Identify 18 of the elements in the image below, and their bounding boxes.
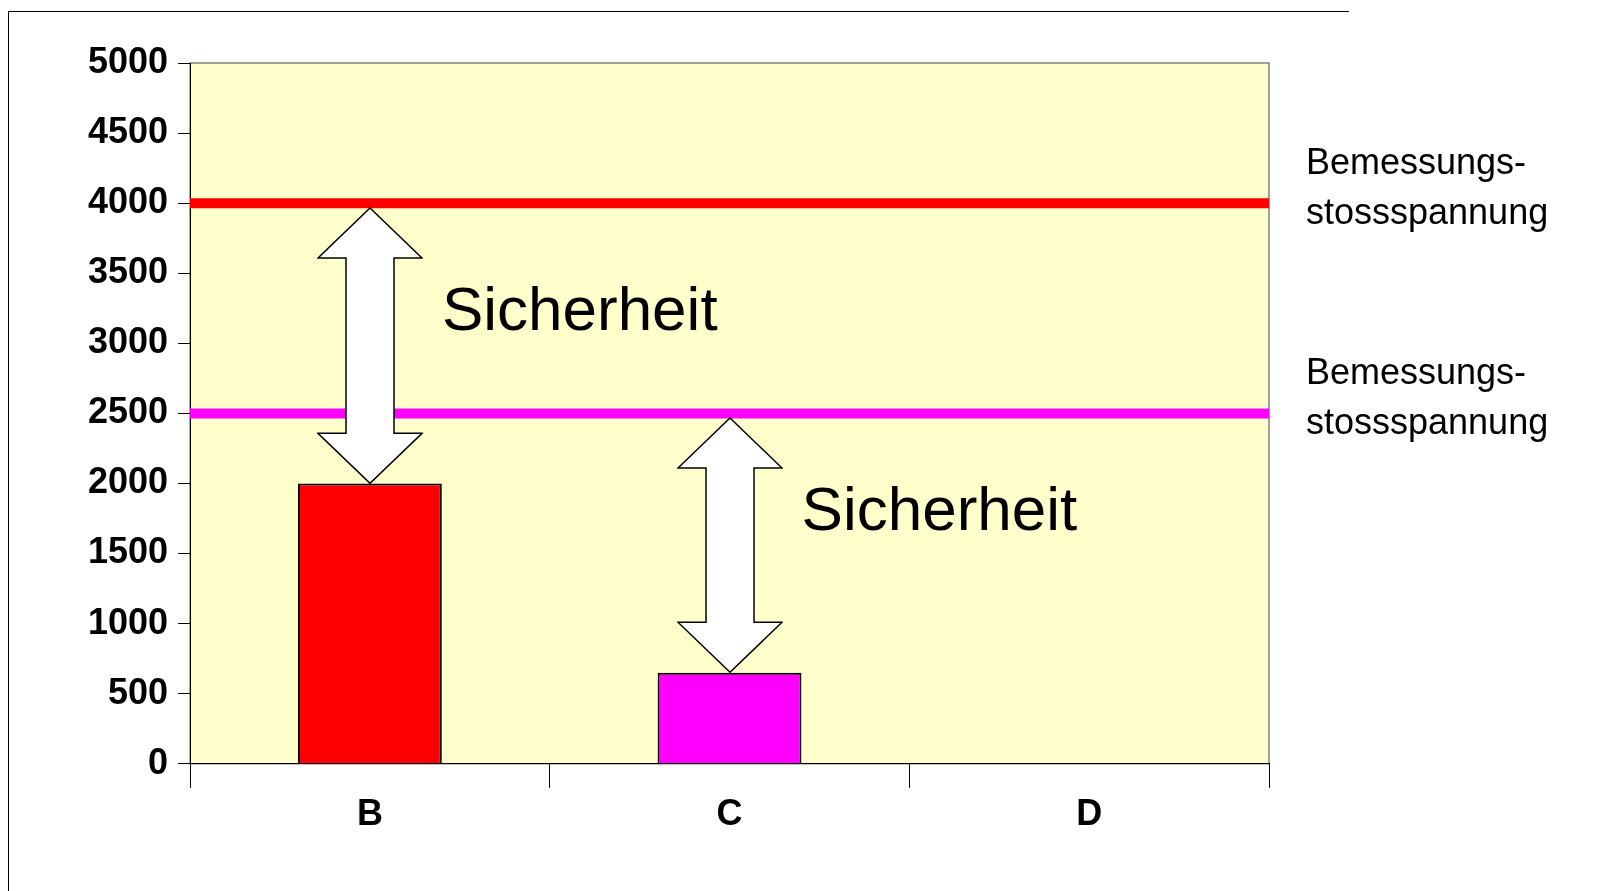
x-tick-label: B: [356, 792, 383, 834]
ref-line-label: Bemessungs- stossspannung: [1306, 141, 1549, 233]
y-tick-label: 0: [148, 740, 169, 782]
y-tick-label: 1000: [87, 600, 169, 642]
y-tick-label: 500: [108, 670, 169, 712]
annotation: Sicherheit: [801, 474, 1078, 544]
y-tick-label: 3000: [87, 320, 169, 362]
y-tick-label: 2000: [87, 460, 169, 502]
annotation: Sicherheit: [441, 274, 718, 344]
x-tick-label: C: [716, 792, 743, 834]
y-tick-label: 2500: [87, 390, 169, 432]
ref-line-label: Bemessungs- stossspannung: [1306, 351, 1549, 443]
y-tick-label: 5000: [87, 39, 169, 81]
y-tick-label: 4000: [87, 180, 169, 222]
y-tick-label: 4500: [87, 110, 169, 151]
y-tick-label: 1500: [87, 530, 169, 572]
x-tick-label: D: [1076, 792, 1103, 834]
y-tick-label: 3500: [87, 250, 169, 292]
